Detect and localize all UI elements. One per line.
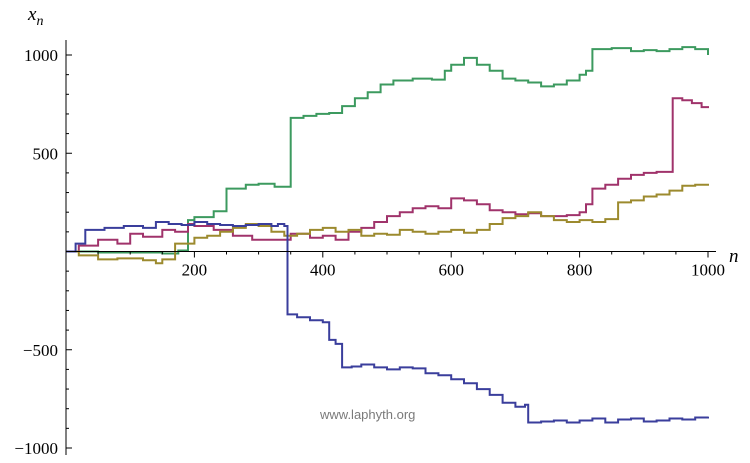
watermark-text: www.laphyth.org bbox=[319, 407, 415, 422]
x-tick-label: 1000 bbox=[691, 261, 725, 280]
series-line-2 bbox=[66, 97, 709, 253]
x-tick-label: 200 bbox=[182, 261, 208, 280]
series-line-3 bbox=[66, 183, 709, 265]
y-axis-title: xn bbox=[27, 4, 43, 29]
y-tick-label: 500 bbox=[33, 144, 59, 163]
y-tick-label: 1000 bbox=[24, 46, 58, 65]
axes-layer bbox=[65, 40, 716, 455]
series-layer bbox=[66, 46, 709, 424]
series-line-1 bbox=[66, 46, 709, 255]
series-line-4 bbox=[66, 221, 709, 424]
y-tick-label: −500 bbox=[23, 341, 58, 360]
ticks-layer: 200 400 600 800 1000 −1000 −500 500 1000 bbox=[14, 46, 725, 458]
y-axis-title-subscript: n bbox=[36, 14, 43, 29]
y-axis-title-main: x bbox=[27, 4, 37, 25]
x-tick-label: 400 bbox=[310, 261, 336, 280]
x-axis-title: n bbox=[729, 246, 739, 267]
x-tick-label: 800 bbox=[567, 261, 593, 280]
x-tick-label: 600 bbox=[438, 261, 464, 280]
y-tick-label: −1000 bbox=[14, 439, 58, 458]
